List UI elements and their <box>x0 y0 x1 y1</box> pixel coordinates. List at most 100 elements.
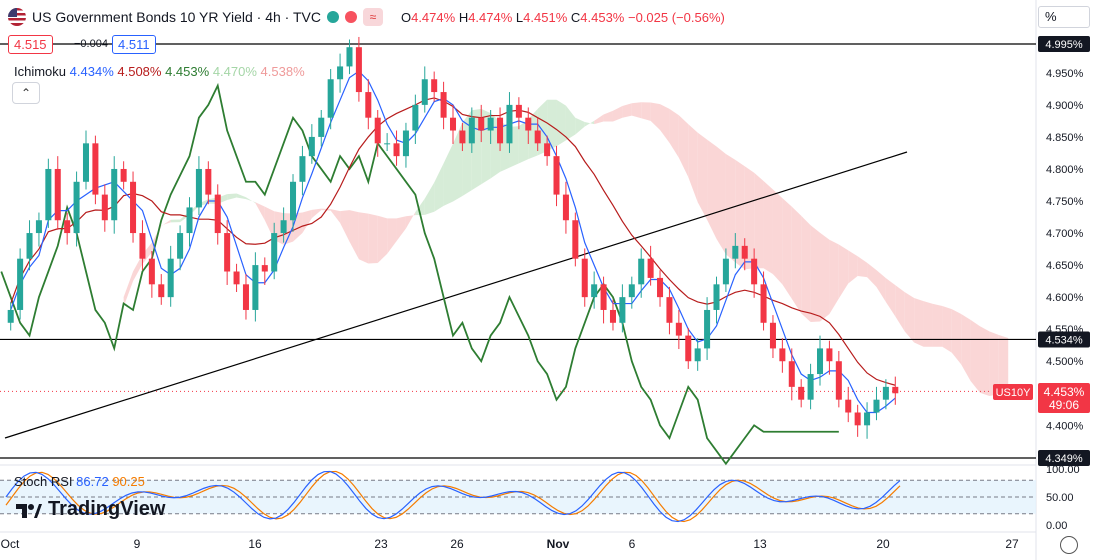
candle-body <box>384 143 391 145</box>
cloud-segment <box>904 292 915 343</box>
candle-body <box>346 47 353 67</box>
cloud-segment <box>707 139 717 239</box>
stoch-label: Stoch RSI <box>14 474 73 489</box>
cloud-segment <box>961 313 971 381</box>
candle-body <box>327 79 334 118</box>
candle-body <box>882 386 889 400</box>
data-status-icon[interactable] <box>344 11 357 23</box>
candle-body <box>186 207 193 234</box>
tradingview-logo[interactable]: TradingView <box>16 498 165 521</box>
cloud-segment <box>349 210 359 260</box>
y-tick-label: 4.400% <box>1046 420 1084 432</box>
cloud-segment <box>264 206 275 240</box>
ichimoku-span-b: 4.538% <box>260 64 305 79</box>
cloud-segment <box>255 202 265 221</box>
cloud-segment <box>358 212 369 264</box>
cloud-segment <box>575 117 585 135</box>
symbol-tag: US10Y <box>996 387 1032 399</box>
cloud-segment <box>434 163 444 212</box>
cloud-segment <box>123 271 134 307</box>
settings-icon[interactable] <box>1060 536 1078 554</box>
cloud-segment <box>744 166 755 270</box>
candle-body <box>35 220 42 234</box>
x-tick-label: Oct <box>1 537 20 551</box>
cloud-segment <box>876 270 886 302</box>
candle-body <box>233 271 240 285</box>
candle-body <box>92 143 99 195</box>
candle-body <box>600 284 607 310</box>
cloud-segment <box>820 232 830 322</box>
candle-body <box>722 258 729 285</box>
candle-body <box>713 284 720 310</box>
candle-body <box>148 258 155 285</box>
percent-scale-button[interactable]: % <box>1038 6 1090 28</box>
symbol-title[interactable]: US Government Bonds 10 YR Yield · 4h · T… <box>32 9 321 25</box>
us-flag-icon <box>8 8 26 26</box>
candle-body <box>864 412 871 426</box>
price-axis[interactable]: 4.400%4.450%4.500%4.550%4.600%4.650%4.70… <box>1046 68 1084 432</box>
cloud-segment <box>547 99 557 152</box>
ichimoku-base: 4.508% <box>117 64 162 79</box>
ichimoku-label: Ichimoku <box>14 64 67 79</box>
cloud-segment <box>368 213 378 264</box>
x-tick-label: 16 <box>248 537 262 551</box>
candle-body <box>816 348 824 375</box>
sell-button[interactable]: 4.515 <box>8 35 53 54</box>
candle-body <box>26 233 33 259</box>
candle-body <box>657 277 664 298</box>
cloud-segment <box>716 146 726 255</box>
cloud-segment <box>942 305 952 353</box>
candle-body <box>111 168 118 221</box>
candle-body <box>694 348 701 362</box>
candle-body <box>628 284 635 298</box>
candle-body <box>299 156 306 182</box>
y-tick-label: 4.650% <box>1046 260 1084 272</box>
candle-body <box>798 386 805 400</box>
x-tick-label: Nov <box>547 537 570 551</box>
cloud-segment <box>340 210 350 242</box>
candle-body <box>835 361 842 400</box>
candle-body <box>675 322 682 336</box>
buy-button[interactable]: 4.511 <box>112 35 156 54</box>
current-price-bg <box>1038 383 1090 413</box>
candle-body <box>609 309 616 323</box>
candle-body <box>647 258 654 278</box>
cloud-segment <box>443 143 453 206</box>
candles <box>7 36 899 439</box>
candle-body <box>704 309 711 349</box>
cloud-segment <box>302 209 312 234</box>
candle-body <box>64 220 71 234</box>
trend-line[interactable] <box>4 151 908 439</box>
candle-body <box>402 130 409 157</box>
candle-body <box>449 117 457 131</box>
cloud-segment <box>161 219 171 227</box>
cloud-segment <box>989 331 999 396</box>
cloud-segment <box>688 124 698 203</box>
candle-body <box>308 136 315 157</box>
cloud-segment <box>565 105 576 141</box>
price-tag: US10Y 4.453% 49:06 <box>993 383 1090 413</box>
candle-body <box>769 322 776 349</box>
x-tick-label: 20 <box>876 537 890 551</box>
ichimoku-legend[interactable]: Ichimoku 4.434% 4.508% 4.453% 4.470% 4.5… <box>14 64 305 79</box>
candle-body <box>355 47 362 93</box>
cloud-segment <box>227 193 237 200</box>
cloud-segment <box>697 132 708 220</box>
candle-body <box>261 265 268 272</box>
collapse-legend-button[interactable]: ⌃ <box>12 82 40 104</box>
current-price: 4.453% <box>1044 385 1085 399</box>
cloud-segment <box>979 326 990 396</box>
market-status-icon[interactable] <box>326 11 339 23</box>
candle-body <box>685 335 692 362</box>
compare-icon[interactable]: ≈ <box>362 8 383 26</box>
horizontal-lines[interactable]: 4.995% 4.534% 4.349% <box>0 36 1090 466</box>
time-axis[interactable]: Oct 9 16 23 26 Nov 6 13 20 27 <box>1 537 1019 551</box>
candle-body <box>242 284 249 310</box>
cloud-segment <box>396 216 406 242</box>
candle-body <box>581 258 588 298</box>
stoch-rsi-legend[interactable]: Stoch RSI 86.72 90.25 <box>14 474 145 489</box>
stoch-k-line <box>5 470 901 523</box>
candle-body <box>365 92 372 118</box>
candle-body <box>638 258 645 285</box>
